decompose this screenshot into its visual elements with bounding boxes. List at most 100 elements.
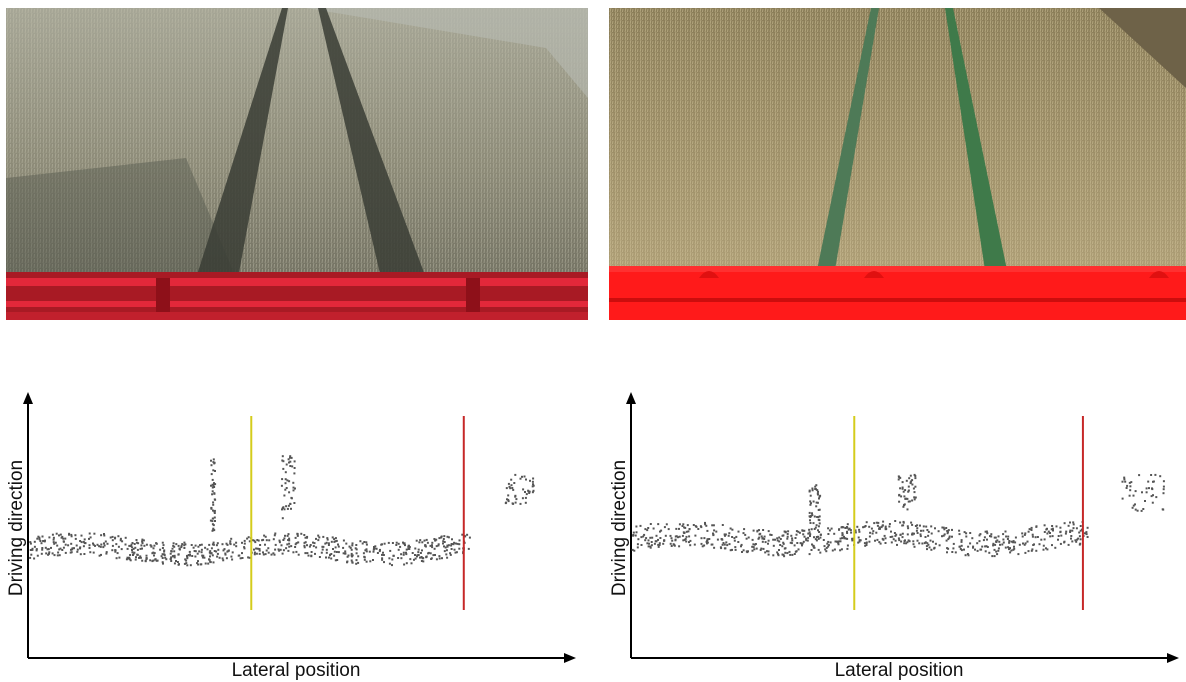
data-point (927, 534, 930, 537)
data-point (211, 490, 214, 493)
data-point (153, 552, 156, 555)
data-point (458, 543, 461, 546)
data-point (635, 525, 638, 528)
data-point (33, 545, 36, 548)
data-point (1049, 532, 1051, 534)
data-point (84, 542, 87, 545)
data-point (369, 560, 372, 563)
data-point (213, 462, 216, 465)
data-point (46, 548, 49, 551)
data-point (132, 547, 135, 550)
data-point (405, 551, 407, 554)
data-point (849, 529, 852, 532)
data-point (647, 545, 650, 548)
data-point (833, 532, 836, 535)
data-point (815, 505, 818, 508)
data-point (532, 489, 535, 492)
data-point (817, 535, 819, 538)
data-point (1046, 548, 1049, 551)
data-point (816, 489, 819, 492)
data-point (449, 553, 452, 556)
data-point (851, 539, 854, 542)
data-point (68, 532, 71, 535)
data-point (790, 534, 793, 537)
data-point (650, 544, 653, 547)
data-point (657, 545, 660, 548)
data-point (658, 542, 661, 545)
data-point (441, 557, 443, 560)
data-point (1059, 542, 1062, 545)
data-point (704, 521, 706, 524)
data-point (150, 545, 153, 548)
data-point (932, 540, 934, 543)
data-point (941, 535, 943, 538)
data-point (1027, 530, 1030, 533)
data-point (875, 531, 878, 534)
data-point (424, 544, 427, 547)
data-point (506, 498, 508, 501)
data-point (990, 533, 993, 536)
data-point (42, 540, 45, 542)
data-point (141, 540, 144, 543)
data-point (846, 530, 848, 533)
data-point (267, 551, 270, 554)
data-point (312, 545, 315, 548)
data-point (810, 528, 813, 531)
data-point (280, 484, 283, 487)
data-point (165, 558, 168, 561)
data-point (410, 562, 413, 565)
data-point (248, 556, 251, 559)
data-point (891, 535, 894, 538)
data-point (212, 461, 215, 464)
data-point (993, 536, 996, 539)
data-point (1070, 535, 1073, 537)
data-point (82, 545, 85, 548)
data-point (304, 552, 307, 555)
data-point (243, 542, 246, 545)
data-point (532, 477, 535, 480)
data-point (212, 541, 215, 544)
data-point (1043, 524, 1046, 527)
data-point (913, 532, 915, 535)
data-point (674, 535, 677, 538)
data-point (251, 539, 254, 542)
data-point (351, 561, 354, 564)
data-point (1028, 528, 1031, 531)
data-point (1155, 496, 1158, 499)
data-point (211, 529, 214, 532)
data-point (139, 556, 142, 559)
data-point (52, 536, 55, 539)
data-point (511, 502, 514, 505)
data-point (288, 542, 291, 545)
data-point (258, 552, 261, 555)
data-point (48, 536, 51, 539)
data-point (336, 559, 339, 561)
data-point (514, 473, 517, 476)
data-point (705, 524, 708, 527)
data-point (817, 548, 820, 551)
data-point (344, 552, 347, 555)
data-point (842, 526, 845, 529)
data-point (522, 488, 525, 491)
data-point (858, 539, 861, 542)
data-point (382, 551, 384, 554)
data-point (846, 547, 849, 550)
data-point (757, 537, 760, 540)
data-point (906, 525, 909, 528)
data-point (429, 544, 432, 547)
data-point (83, 538, 86, 541)
data-point (884, 542, 887, 544)
data-point (669, 542, 672, 545)
data-point (423, 539, 426, 542)
data-point (1067, 524, 1070, 527)
data-point (421, 541, 424, 544)
data-point (131, 546, 134, 549)
data-point (39, 540, 42, 542)
data-point (203, 556, 206, 559)
data-point (865, 521, 868, 524)
data-point (124, 543, 127, 546)
data-point (212, 503, 215, 506)
data-point (812, 522, 815, 525)
data-point (443, 541, 446, 543)
data-point (231, 551, 234, 554)
